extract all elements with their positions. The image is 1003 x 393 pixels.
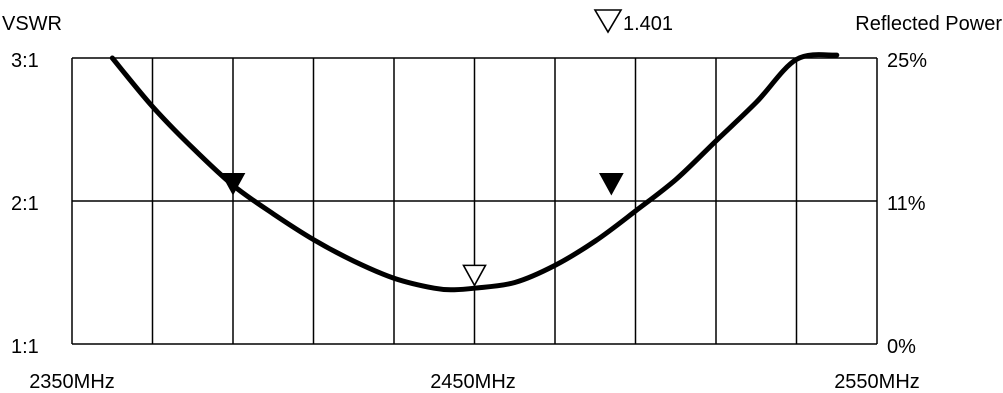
left-tick-label: 2:1	[11, 193, 39, 215]
right-tick-label: 0%	[887, 336, 916, 358]
left-tick-label: 1:1	[11, 336, 39, 358]
x-tick-label: 2450MHz	[430, 371, 516, 393]
marker-readout-value: 1.401	[623, 13, 673, 35]
frequency-markers	[220, 173, 624, 288]
x-tick-label: 2350MHz	[29, 371, 115, 393]
filled-marker-triangle	[220, 173, 246, 196]
hollow-marker-triangle	[462, 264, 487, 288]
plot-grid	[71, 57, 878, 345]
right-axis-title: Reflected Power	[855, 13, 1002, 35]
marker-readout: 1.401	[593, 9, 673, 35]
hollow-triangle-icon	[593, 9, 623, 34]
right-tick-label: 11%	[887, 193, 926, 215]
filled-marker-triangle	[598, 173, 624, 196]
left-tick-label: 3:1	[11, 50, 39, 72]
left-axis-title: VSWR	[2, 13, 62, 35]
x-tick-label: 2550MHz	[834, 371, 920, 393]
right-tick-label: 25%	[887, 50, 927, 72]
